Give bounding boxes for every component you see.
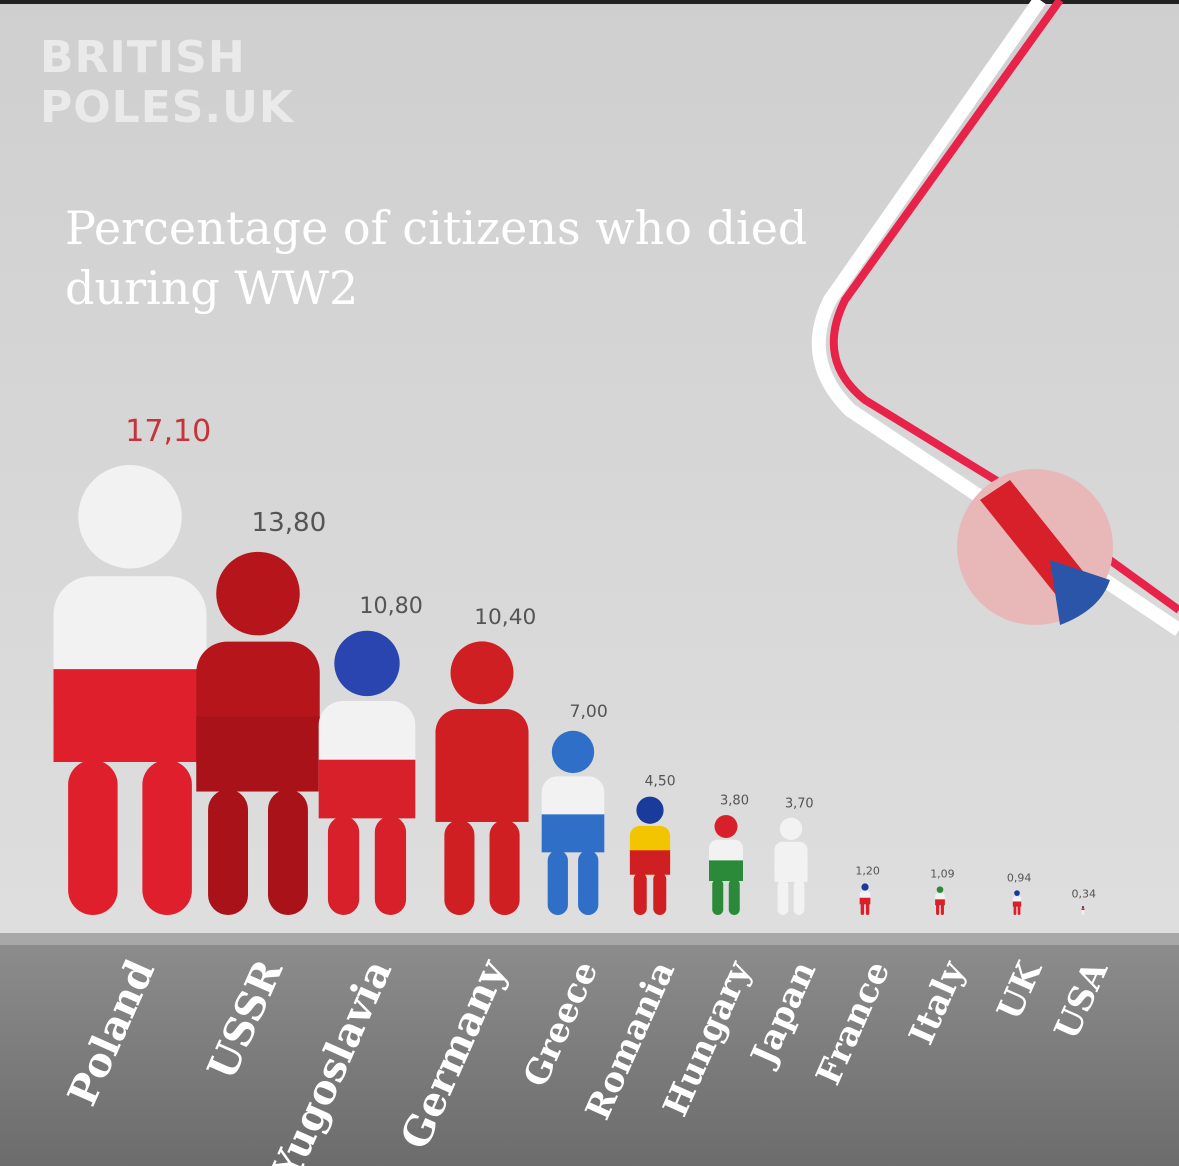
top-edge (0, 0, 1179, 4)
value-label: 4,50 (645, 773, 676, 789)
figure-body-lower (53, 669, 207, 762)
flag-badge-blue (1050, 560, 1110, 625)
figure-leg (728, 879, 740, 915)
figure-leg (578, 850, 599, 915)
person-figure (709, 815, 743, 915)
value-label: 3,80 (720, 794, 749, 809)
figure-head (1014, 890, 1020, 896)
person-figure (1012, 890, 1022, 915)
figure-leg (489, 819, 520, 915)
figure-leg (1017, 904, 1021, 915)
person-figure (435, 641, 529, 915)
figure-leg (633, 872, 647, 915)
figure-leg (68, 760, 118, 915)
decor-white-line (811, 0, 1179, 636)
figure-leg (1083, 909, 1085, 915)
figure-leg (712, 879, 724, 915)
figure-head (636, 796, 664, 824)
footer-band (0, 945, 1179, 1166)
figure-body-lower (859, 897, 871, 905)
figure-leg (653, 872, 667, 915)
figure-head (551, 730, 595, 774)
chart-title: Percentage of citizens who died during W… (65, 201, 808, 315)
figure-head (216, 551, 300, 636)
person-figure (196, 551, 320, 915)
figure-leg (327, 816, 360, 915)
figure-head (714, 815, 738, 838)
figure-body-lower (435, 765, 529, 822)
figure-leg (1081, 909, 1083, 915)
value-label: 0,94 (1007, 871, 1032, 884)
figure-body-lower (1012, 901, 1022, 907)
value-label: 1,09 (930, 868, 955, 881)
watermark: POLES.UK (40, 82, 294, 133)
person-figure (53, 465, 207, 915)
person-figure (774, 817, 808, 915)
value-label: 10,80 (359, 593, 423, 619)
figure-body-lower (541, 814, 605, 853)
figure-body-lower (774, 861, 808, 882)
ground-strip (0, 933, 1179, 945)
figure-body-lower (709, 860, 743, 881)
figure-leg (208, 789, 249, 915)
figure-head (779, 817, 803, 841)
figure-leg (940, 903, 944, 915)
figure-head (78, 465, 182, 569)
figure-leg (860, 902, 865, 915)
watermark: BRITISH (40, 32, 246, 83)
person-figure (541, 730, 605, 915)
person-figure (935, 886, 945, 915)
decor-red-line (829, 0, 1179, 614)
figure-leg (936, 903, 940, 915)
figure-leg (267, 789, 308, 915)
figure-body-lower (1081, 910, 1085, 912)
figure-head (936, 886, 944, 893)
figure-leg (865, 902, 870, 915)
value-label: 3,70 (785, 796, 814, 811)
figure-head (1081, 906, 1085, 909)
figure-head (450, 641, 514, 705)
figure-leg (547, 850, 568, 915)
figure-body-lower (196, 716, 320, 792)
person-figure (318, 630, 416, 915)
value-label: 7,00 (570, 702, 608, 722)
figure-body-lower (629, 850, 671, 875)
person-figure (859, 883, 871, 915)
value-label: 1,20 (855, 865, 880, 878)
figure-leg (777, 879, 789, 915)
figure-head (861, 883, 869, 891)
person-figure (1081, 906, 1085, 915)
figure-leg (793, 879, 805, 915)
figure-body-lower (318, 759, 416, 819)
value-label: 0,34 (1072, 887, 1097, 900)
figure-leg (444, 819, 475, 915)
figure-leg (1013, 904, 1017, 915)
figure-leg (374, 816, 407, 915)
figure-leg (142, 760, 192, 915)
figure-body-lower (935, 899, 945, 906)
figure-head (334, 630, 400, 697)
value-label: 17,10 (125, 414, 211, 449)
value-label: 13,80 (251, 508, 326, 538)
person-figure (629, 796, 671, 915)
value-label: 10,40 (474, 605, 536, 630)
